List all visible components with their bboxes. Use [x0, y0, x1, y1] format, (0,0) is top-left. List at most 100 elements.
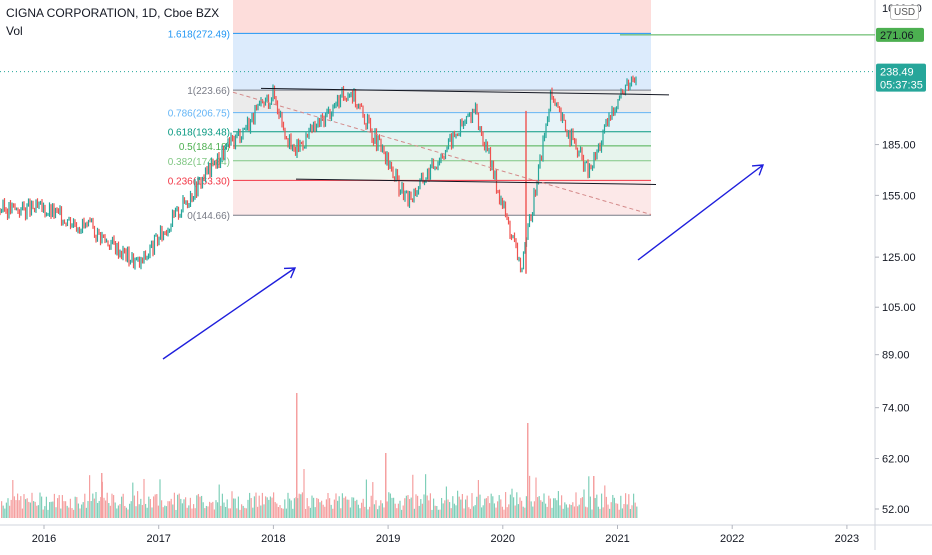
volume-bar — [92, 493, 94, 518]
volume-bar — [479, 494, 481, 518]
volume-bar — [44, 506, 46, 518]
fib-band — [233, 180, 651, 216]
volume-bar — [26, 498, 28, 518]
volume-bar — [180, 498, 182, 518]
volume-bar — [447, 499, 449, 518]
volume-bar — [185, 497, 187, 518]
volume-bar — [543, 493, 545, 518]
volume-bar — [431, 509, 433, 518]
volume-bar — [380, 500, 382, 518]
volume-bar — [554, 498, 556, 518]
volume-bar — [36, 505, 38, 518]
volume-bar — [76, 497, 78, 518]
volume-bar — [242, 505, 244, 518]
volume-bar — [394, 503, 396, 518]
volume-bar — [613, 497, 615, 518]
volume-bar — [634, 502, 636, 518]
volume-bar — [557, 491, 559, 518]
volume-bar — [82, 502, 84, 518]
volume-bar — [567, 507, 569, 518]
x-tick-label: 2019 — [376, 533, 400, 545]
volume-bar — [213, 509, 215, 518]
volume-bar — [210, 502, 212, 518]
volume-bar — [49, 502, 51, 518]
volume-bar — [441, 497, 443, 518]
volume-bar — [477, 480, 479, 518]
volume-bar — [108, 502, 110, 518]
volume-bar — [405, 495, 407, 518]
fib-level-label: 1(223.66) — [187, 86, 230, 97]
volume-bar — [317, 498, 319, 518]
volume-bar — [4, 508, 6, 518]
volume-bar — [29, 502, 31, 518]
volume-bar — [140, 498, 142, 518]
bar-countdown: 05:37:35 — [880, 80, 923, 92]
volume-bar — [537, 497, 539, 518]
x-tick-label: 2022 — [720, 533, 744, 545]
volume-bar — [397, 503, 399, 518]
volume-bar — [623, 504, 625, 518]
volume-bar — [586, 507, 588, 518]
volume-bar — [124, 505, 126, 518]
volume-bar — [217, 502, 219, 518]
volume-bar — [298, 493, 300, 518]
volume-bar — [474, 505, 476, 518]
volume-bar — [332, 508, 334, 518]
volume-bar — [215, 500, 217, 518]
volume-bar — [121, 496, 123, 518]
volume-bar — [449, 502, 451, 518]
volume-bar — [324, 506, 326, 518]
volume-bar — [517, 504, 519, 518]
volume-bar — [42, 509, 44, 518]
volume-bar — [559, 505, 561, 518]
volume-bar — [364, 506, 366, 518]
x-tick-label: 2017 — [146, 533, 170, 545]
volume-bar — [509, 494, 511, 518]
volume-bar — [461, 493, 463, 518]
x-tick-label: 2023 — [835, 533, 859, 545]
volume-bar — [252, 507, 254, 518]
volume-bar — [481, 507, 483, 518]
volume-bar — [404, 498, 406, 518]
volume-bar — [530, 501, 532, 518]
volume-bar — [156, 494, 158, 518]
volume-bar — [204, 508, 206, 518]
volume-bar — [345, 496, 347, 518]
volume-bar — [141, 505, 143, 518]
volume-bar — [181, 503, 183, 518]
volume-bar — [196, 495, 198, 518]
volume-bar — [271, 497, 273, 518]
currency-button[interactable]: USD — [890, 5, 920, 20]
volume-bar — [577, 506, 579, 518]
volume-bar — [389, 493, 391, 518]
volume-bar — [356, 499, 358, 518]
volume-bar — [117, 505, 119, 518]
volume-bar — [575, 492, 577, 518]
volume-bar — [396, 508, 398, 518]
volume-bar — [74, 496, 76, 518]
volume-bar — [257, 506, 259, 518]
volume-bar — [239, 509, 241, 518]
last-price-tag — [876, 63, 926, 92]
fib-level-label: 0.236(163.30) — [168, 176, 230, 187]
volume-bar — [604, 485, 606, 518]
volume-bar — [53, 493, 55, 518]
volume-bar — [436, 506, 438, 518]
volume-bar — [452, 496, 454, 518]
volume-bar — [417, 495, 419, 518]
volume-spike — [101, 473, 103, 518]
volume-bar — [25, 499, 27, 518]
volume-bar — [127, 509, 129, 518]
resistance-line — [260, 87, 670, 96]
fib-band — [233, 131, 651, 146]
volume-bar — [85, 507, 87, 518]
volume-bar — [410, 497, 412, 518]
volume-bar — [330, 504, 332, 518]
volume-bar — [487, 496, 489, 518]
volume-bar — [369, 506, 371, 518]
volume-bar — [468, 507, 470, 518]
volume-bar — [28, 501, 30, 518]
volume-bar — [268, 499, 270, 518]
